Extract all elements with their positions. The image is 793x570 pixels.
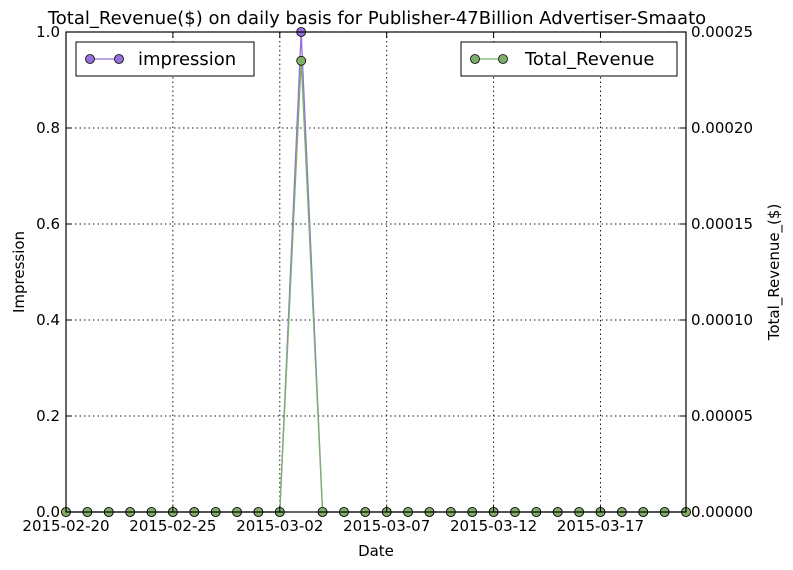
- y-axis-left-label: Impression: [10, 231, 28, 313]
- legend-right-marker: [498, 54, 508, 64]
- x-tick-label: 2015-02-25: [129, 517, 216, 535]
- tick-labels: 2015-02-20 2015-02-25 2015-03-02 2015-03-07…: [22, 23, 753, 535]
- data-point: [296, 55, 307, 66]
- legend-left-label: impression: [138, 49, 236, 70]
- x-axis-label: Date: [358, 542, 394, 560]
- x-tick-label: 2015-03-17: [557, 517, 644, 535]
- x-tick-label: 2015-03-02: [236, 517, 323, 535]
- y-left-tick-label: 0.2: [36, 407, 60, 425]
- x-tick-label: 2015-03-07: [343, 517, 430, 535]
- x-tick-label: 2015-02-20: [22, 517, 109, 535]
- y-left-tick-label: 1.0: [36, 23, 60, 41]
- legend-left: impression: [75, 41, 255, 77]
- legend-right-marker: [470, 54, 480, 64]
- plot-area-frame: [65, 31, 687, 513]
- y-right-tick-label: 0.00025: [691, 23, 753, 41]
- y-left-tick-label: 0.4: [36, 311, 60, 329]
- tick-marks: [65, 31, 686, 513]
- series-layer: [61, 27, 691, 517]
- chart-title: Total_Revenue($) on daily basis for Publ…: [47, 8, 706, 29]
- legend-right-label: Total_Revenue: [524, 49, 654, 70]
- series-line-impression: [66, 31, 686, 513]
- legend-right: Total_Revenue: [460, 41, 678, 77]
- y-right-tick-label: 0.00015: [691, 215, 753, 233]
- y-left-tick-label: 0.6: [36, 215, 60, 233]
- x-tick-label: 2015-03-12: [450, 517, 537, 535]
- legend-left-marker: [85, 54, 95, 64]
- y-right-tick-label: 0.00000: [691, 503, 753, 521]
- legend-left-marker: [114, 54, 124, 64]
- y-right-tick-label: 0.00010: [691, 311, 753, 329]
- y-right-tick-label: 0.00005: [691, 407, 753, 425]
- y-right-tick-label: 0.00020: [691, 119, 753, 137]
- y-left-tick-label: 0.8: [36, 119, 60, 137]
- y-axis-right-label: Total_Revenue_($): [765, 204, 784, 342]
- grid: [66, 32, 686, 512]
- y-left-tick-label: 0.0: [36, 503, 60, 521]
